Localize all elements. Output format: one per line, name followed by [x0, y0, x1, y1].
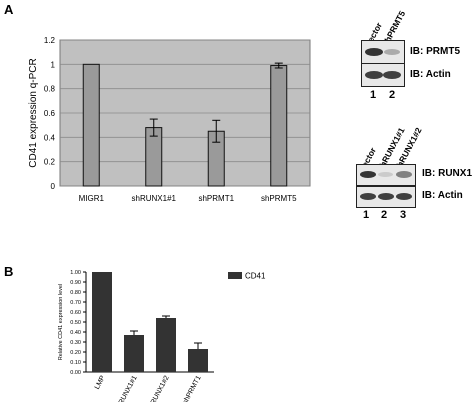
x-tick-label: shRUNX1#2: [146, 375, 170, 402]
panel-b-letter: B: [4, 264, 14, 279]
x-tick-label: MIGR1: [79, 194, 105, 203]
y-tick-label: 0.70: [70, 300, 81, 306]
y-tick-label: 1.2: [44, 36, 56, 45]
y-tick-label: 0.10: [70, 360, 81, 366]
blot-strip: [361, 63, 405, 87]
bar: [82, 63, 100, 187]
x-tick-label: shRUNX1#1: [114, 375, 138, 402]
y-tick-label: 0.20: [70, 350, 81, 356]
blot-strip: [356, 164, 416, 186]
bar: [156, 318, 176, 372]
blot-row-label: IB: RUNX1: [422, 168, 473, 179]
panel-a-letter: A: [4, 2, 14, 17]
blot-band: [365, 48, 383, 56]
x-tick-label: shPRMT1: [198, 194, 234, 203]
y-tick-label: 0.30: [70, 340, 81, 346]
y-tick-label: 0.2: [44, 158, 56, 167]
y-tick-label: 0.50: [70, 320, 81, 326]
y-tick-label: 0.6: [44, 109, 56, 118]
panel-a-bar-chart: 0 0.2 0.4 0.6 0.8 1 1.2 MIGR1 shRUNX1#1 shPRMT1 sh…: [28, 36, 311, 203]
lane-number: 3: [400, 209, 407, 221]
blot-row-label: IB: PRMT5: [410, 46, 460, 57]
y-tick-label: 1.00: [70, 270, 81, 276]
blot-band: [396, 193, 412, 200]
x-tick-label: shPRMT1: [182, 375, 203, 402]
y-tick-label: 0.40: [70, 330, 81, 336]
bar: [92, 272, 112, 372]
blot-strip: [356, 186, 416, 208]
blot-band: [360, 193, 376, 200]
legend-swatch: [228, 272, 242, 279]
lane-number: 1: [370, 89, 377, 101]
y-tick-label: 0.60: [70, 310, 81, 316]
blot-band: [383, 71, 401, 79]
y-axis-label: Relative CD41 expression level: [58, 284, 64, 360]
bar: [124, 335, 144, 372]
x-tick-label: shRUNX1#1: [132, 194, 177, 203]
y-tick-label: 0.80: [70, 290, 81, 296]
blot-row-label: IB: Actin: [410, 69, 451, 80]
y-axis-label: CD41 expression q-PCR: [28, 58, 39, 168]
lane-number: 2: [389, 89, 396, 101]
bar: [270, 65, 288, 187]
blot-band: [384, 49, 400, 55]
y-tick-label: 0.8: [44, 85, 56, 94]
x-tick-label: LMP: [94, 374, 107, 390]
y-tick-label: 0.00: [70, 370, 81, 376]
blot-band: [378, 193, 394, 200]
blot-band: [365, 71, 383, 79]
blot-band: [396, 171, 412, 178]
y-tick-label: 0.90: [70, 280, 81, 286]
y-tick-label: 0.4: [44, 133, 56, 142]
blot-band: [360, 171, 376, 178]
y-tick-label: 1: [51, 60, 56, 69]
blot-strip: [361, 40, 405, 64]
x-tick-label: shPRMT5: [261, 194, 297, 203]
blot-band: [378, 172, 393, 177]
bar: [188, 349, 208, 372]
lane-number: 2: [381, 209, 388, 221]
blot-row-label: IB: Actin: [422, 190, 463, 201]
y-tick-label: 0: [51, 182, 56, 191]
legend-label: CD41: [245, 272, 266, 281]
panel-b-bar-chart: 0.00 0.10 0.20 0.30 0.40 0.50 0.60 0.70 0.80 0.90…: [58, 270, 266, 402]
lane-number: 1: [363, 209, 370, 221]
